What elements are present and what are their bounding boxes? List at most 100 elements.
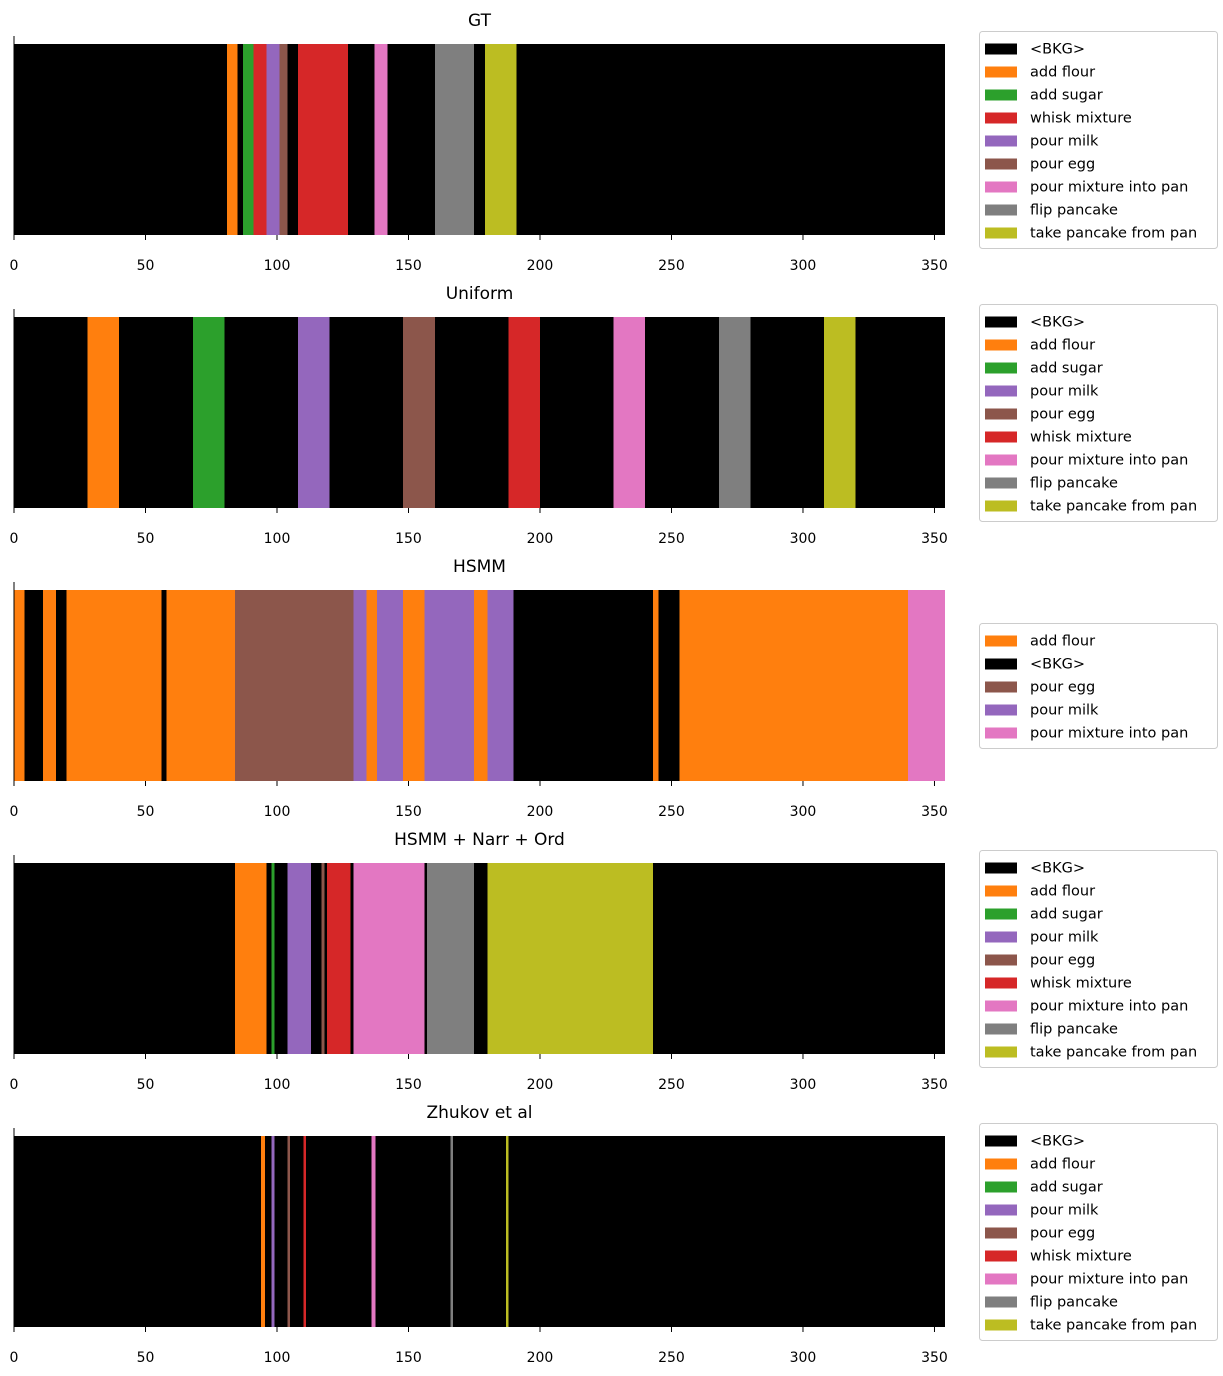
legend-swatch-add-flour xyxy=(985,67,1017,78)
legend-swatch-add-sugar xyxy=(985,1182,1017,1193)
legend-swatch-pour-milk xyxy=(985,932,1017,943)
segment-add-flour xyxy=(261,1136,265,1327)
legend-label-bkg: <BKG> xyxy=(1030,861,1085,877)
legend-label-take-pancake-from-pan: take pancake from pan xyxy=(1030,1318,1197,1334)
legend-label-whisk-mixture: whisk mixture xyxy=(1030,976,1132,992)
legend-swatch-whisk-mixture xyxy=(985,978,1017,989)
segment-whisk-mixture xyxy=(253,44,266,235)
segment-pour-milk xyxy=(298,317,330,508)
x-tick-label: 50 xyxy=(137,1350,155,1366)
x-tick-label: 150 xyxy=(395,531,422,547)
legend-label-add-flour: add flour xyxy=(1030,884,1095,900)
segment-pour-mixture-into-pan xyxy=(614,317,646,508)
segment-take-pancake-from-pan xyxy=(487,863,653,1054)
segment-add-flour xyxy=(43,590,56,781)
segment-bkg xyxy=(311,863,322,1054)
segment-pour-milk xyxy=(487,590,513,781)
segment-pour-mixture-into-pan xyxy=(372,1136,376,1327)
segment-flip-pancake xyxy=(427,863,474,1054)
legend-label-add-flour: add flour xyxy=(1030,634,1095,650)
segment-pour-egg xyxy=(288,1136,291,1327)
segment-add-flour xyxy=(67,590,162,781)
x-tick-label: 250 xyxy=(658,1350,685,1366)
x-tick-label: 350 xyxy=(921,1350,948,1366)
panel-title: HSMM + Narr + Ord xyxy=(394,830,565,850)
segment-bkg xyxy=(265,1136,272,1327)
panel-uniform: Uniform0 50 100 150 200 250 300 350<BKG>add flo… xyxy=(10,284,1218,547)
segment-add-flour xyxy=(403,590,424,781)
legend-swatch-whisk-mixture xyxy=(985,432,1017,443)
segment-bkg xyxy=(516,44,945,235)
segment-bkg xyxy=(238,44,243,235)
segment-bkg xyxy=(750,317,824,508)
segment-bkg xyxy=(274,863,287,1054)
segment-bkg xyxy=(348,44,374,235)
segment-take-pancake-from-pan xyxy=(485,44,517,235)
segment-pour-milk xyxy=(266,44,279,235)
segment-bkg xyxy=(224,317,298,508)
segment-add-flour xyxy=(167,590,235,781)
legend-label-pour-egg: pour egg xyxy=(1030,157,1095,173)
legend-label-pour-milk: pour milk xyxy=(1030,384,1099,400)
x-tick-label: 200 xyxy=(527,1077,554,1093)
x-tick-label: 350 xyxy=(921,531,948,547)
segment-flip-pancake xyxy=(435,44,474,235)
segment-bkg xyxy=(14,1136,261,1327)
x-tick-label: 350 xyxy=(921,258,948,274)
x-tick-label: 200 xyxy=(527,531,554,547)
segment-bkg xyxy=(288,44,299,235)
panel-title: HSMM xyxy=(453,557,506,577)
legend-label-add-sugar: add sugar xyxy=(1030,361,1103,377)
x-tick-label: 150 xyxy=(395,804,422,820)
segment-flip-pancake xyxy=(719,317,751,508)
legend-label-flip-pancake: flip pancake xyxy=(1030,203,1118,219)
segment-pour-milk xyxy=(272,1136,275,1327)
legend-swatch-bkg xyxy=(985,659,1017,670)
legend-swatch-pour-milk xyxy=(985,705,1017,716)
segment-bkg xyxy=(25,590,43,781)
x-tick-label: 100 xyxy=(264,258,291,274)
segment-pour-mixture-into-pan xyxy=(908,590,945,781)
x-tick-label: 250 xyxy=(658,804,685,820)
segment-bkg xyxy=(119,317,193,508)
legend: <BKG> add flour add sugar pour milk pour egg… xyxy=(980,1124,1218,1341)
segment-pour-mixture-into-pan xyxy=(353,863,424,1054)
segment-bkg xyxy=(424,863,427,1054)
legend-swatch-add-sugar xyxy=(985,909,1017,920)
legend-swatch-pour-mixture-into-pan xyxy=(985,728,1017,739)
x-tick-label: 250 xyxy=(658,258,685,274)
legend-label-whisk-mixture: whisk mixture xyxy=(1030,111,1132,127)
segment-add-flour xyxy=(88,317,120,508)
x-tick-label: 200 xyxy=(527,804,554,820)
x-tick-label: 100 xyxy=(264,531,291,547)
legend-label-bkg: <BKG> xyxy=(1030,657,1085,673)
segment-whisk-mixture xyxy=(298,44,348,235)
legend-label-add-flour: add flour xyxy=(1030,65,1095,81)
legend-label-pour-mixture-into-pan: pour mixture into pan xyxy=(1030,180,1188,196)
legend-swatch-bkg xyxy=(985,44,1017,55)
panel-title: GT xyxy=(468,11,492,31)
x-tick-label: 100 xyxy=(264,1077,291,1093)
legend-label-pour-egg: pour egg xyxy=(1030,1226,1095,1242)
x-tick-label: 150 xyxy=(395,258,422,274)
segment-pour-egg xyxy=(280,44,288,235)
legend-label-pour-egg: pour egg xyxy=(1030,680,1095,696)
x-tick-label: 300 xyxy=(790,804,817,820)
legend-label-pour-egg: pour egg xyxy=(1030,407,1095,423)
legend: <BKG> add flour add sugar pour milk pour egg… xyxy=(980,851,1218,1068)
segment-add-flour xyxy=(227,44,238,235)
legend-swatch-pour-egg xyxy=(985,409,1017,420)
segment-bkg xyxy=(14,863,235,1054)
legend-swatch-whisk-mixture xyxy=(985,1251,1017,1262)
legend-swatch-add-sugar xyxy=(985,363,1017,374)
legend-swatch-add-flour xyxy=(985,886,1017,897)
legend-label-pour-milk: pour milk xyxy=(1030,134,1099,150)
legend-label-add-flour: add flour xyxy=(1030,338,1095,354)
segment-pour-milk xyxy=(424,590,474,781)
panel-hsmm-narr-ord: HSMM + Narr + Ord0 50 100 150 200 250 300 350<B… xyxy=(10,830,1218,1093)
legend-swatch-flip-pancake xyxy=(985,205,1017,216)
x-tick-label: 100 xyxy=(264,1350,291,1366)
segment-bkg xyxy=(856,317,945,508)
legend-swatch-pour-milk xyxy=(985,136,1017,147)
legend-swatch-flip-pancake xyxy=(985,1297,1017,1308)
